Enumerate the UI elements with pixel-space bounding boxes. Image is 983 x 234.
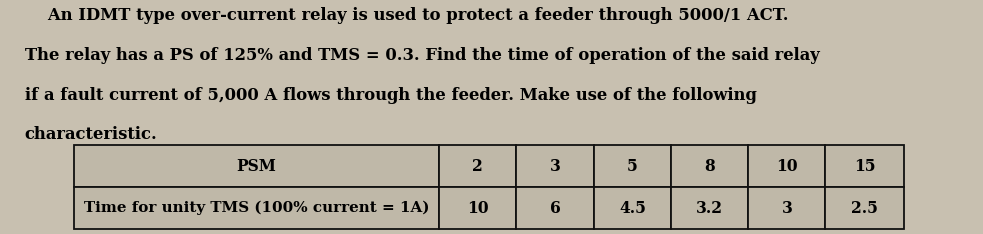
Text: An IDMT type over-current relay is used to protect a feeder through 5000/1 ACT.: An IDMT type over-current relay is used …	[25, 7, 788, 24]
Bar	[671, 187, 748, 229]
Bar	[516, 187, 594, 229]
Bar	[826, 145, 904, 187]
Text: 3.2: 3.2	[696, 200, 723, 217]
Text: 10: 10	[467, 200, 489, 217]
Bar	[516, 145, 594, 187]
Text: 3: 3	[781, 200, 792, 217]
Bar	[594, 187, 671, 229]
Bar	[748, 187, 826, 229]
Bar	[74, 187, 439, 229]
Bar	[826, 187, 904, 229]
Text: PSM: PSM	[237, 158, 276, 175]
Text: 3: 3	[549, 158, 560, 175]
Bar	[74, 145, 439, 187]
Text: Time for unity TMS (100% current = 1A): Time for unity TMS (100% current = 1A)	[84, 201, 430, 216]
Text: 2.5: 2.5	[851, 200, 879, 217]
Text: 6: 6	[549, 200, 560, 217]
Text: The relay has a PS of 125% and TMS = 0.3. Find the time of operation of the said: The relay has a PS of 125% and TMS = 0.3…	[25, 47, 819, 64]
Text: 15: 15	[854, 158, 876, 175]
Bar	[594, 145, 671, 187]
Text: 8: 8	[704, 158, 715, 175]
Bar	[439, 145, 516, 187]
Text: if a fault current of 5,000 A flows through the feeder. Make use of the followin: if a fault current of 5,000 A flows thro…	[25, 87, 757, 104]
Text: 2: 2	[473, 158, 484, 175]
Text: 4.5: 4.5	[619, 200, 646, 217]
Bar	[671, 145, 748, 187]
Bar	[748, 145, 826, 187]
Text: 10: 10	[776, 158, 797, 175]
Text: characteristic.: characteristic.	[25, 126, 157, 143]
Bar	[439, 187, 516, 229]
Text: 5: 5	[627, 158, 638, 175]
